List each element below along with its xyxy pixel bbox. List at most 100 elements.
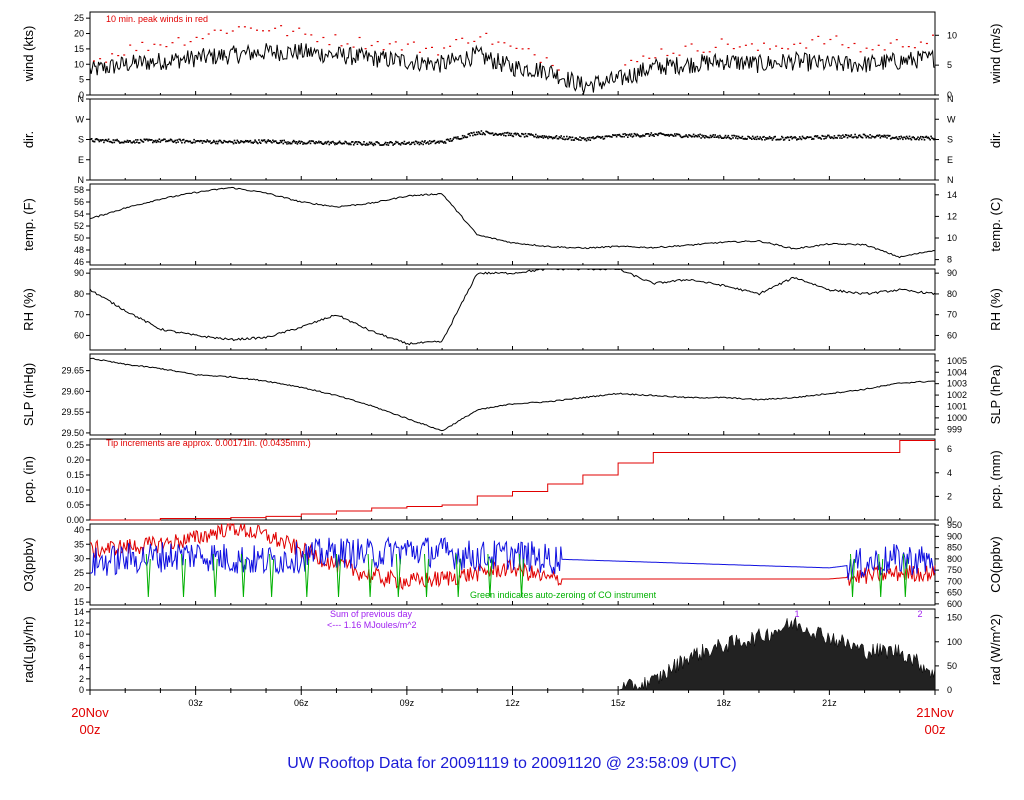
dir-point [858,134,861,136]
dir-point [508,132,511,135]
dir-point [286,143,288,145]
dir-point [531,134,533,136]
dir-point [793,136,795,139]
dir-point [401,141,404,144]
dir-point [904,136,906,139]
dir-point [313,142,316,144]
dir-point [733,134,735,137]
dir-point [760,137,762,140]
peak-wind-mark [425,47,427,49]
left-tick-label: 15 [74,597,84,607]
dir-point [273,141,275,143]
dir-point [932,137,934,140]
peak-wind-mark [865,47,868,49]
peak-wind-mark [702,51,705,53]
dir-point [161,139,163,142]
dir-point [475,131,478,134]
dir-point [275,141,278,144]
peak-wind-mark [219,29,222,31]
dir-point [491,132,494,134]
dir-point [339,142,342,144]
dir-point [305,142,308,145]
dir-point [732,137,734,139]
dir-point [450,140,453,142]
dir-point [705,136,708,138]
dir-point [271,141,273,144]
dir-point [399,144,402,146]
dir-point [97,139,100,141]
dir-point [796,139,798,141]
dir-point [219,139,222,142]
dir-point [144,139,147,141]
dir-point [348,143,350,146]
right-tick-label: 950 [947,520,962,530]
peak-wind-mark [793,43,796,45]
peak-wind-mark [358,36,361,39]
dir-point [256,141,258,144]
dir-point [640,135,642,137]
dir-point [544,136,546,139]
right-tick-label: 70 [947,310,957,320]
dir-point [675,133,678,135]
dir-point [558,136,561,138]
dir-point [193,138,195,141]
left-tick-label: 12 [74,618,84,628]
dir-point [740,137,743,139]
dir-point [808,136,810,139]
peak-wind-mark [364,48,367,50]
dir-point [670,133,672,136]
peak-wind-mark [99,58,102,60]
dir-point [736,135,738,137]
panel-frame-wind [89,11,936,96]
series-o3 [89,523,936,591]
series-wind [89,42,936,96]
dir-point [164,138,166,141]
dir-point [377,141,379,144]
peak-wind-mark [817,35,820,37]
dir-point [561,137,563,140]
dir-point [682,136,684,138]
dir-point [352,144,355,146]
dir-point [126,139,129,142]
peak-wind-mark [726,43,729,45]
dir-point [608,135,610,137]
dir-point [576,138,578,140]
dir-point [234,141,237,144]
dir-point [392,144,394,146]
right-tick-label: 60 [947,330,957,340]
dir-point [405,143,408,145]
left-tick-label: N [78,175,85,185]
x-start-date: 20Nov [71,705,109,720]
dir-point [104,139,106,142]
dir-point [623,135,625,138]
dir-point [758,138,761,140]
peak-wind-mark [648,57,651,59]
dir-point [437,140,439,143]
dir-point [797,138,800,140]
dir-point [602,138,605,140]
dir-point [217,140,220,143]
figure-title: UW Rooftop Data for 20091119 to 20091120… [287,755,736,772]
dir-point [876,134,879,137]
dir-point [881,135,884,137]
rad-note-line2: <--- 1.16 MJoules/m^2 [327,620,417,630]
dir-point [646,133,649,135]
dir-point [178,138,180,141]
dir-point [754,136,757,139]
dir-point [136,139,139,141]
dir-point [766,137,769,139]
right-tick-label: 650 [947,588,962,598]
dir-point [867,135,869,138]
dir-point [630,133,633,135]
dir-point [517,133,519,135]
dir-point [614,134,617,136]
dir-point [712,134,715,136]
dir-point [524,132,527,135]
dir-point [477,131,480,133]
dir-point [692,133,695,136]
dir-point [184,140,187,142]
dir-point [736,137,739,140]
dir-point [296,143,299,145]
dir-point [400,142,403,144]
dir-point [253,141,255,143]
